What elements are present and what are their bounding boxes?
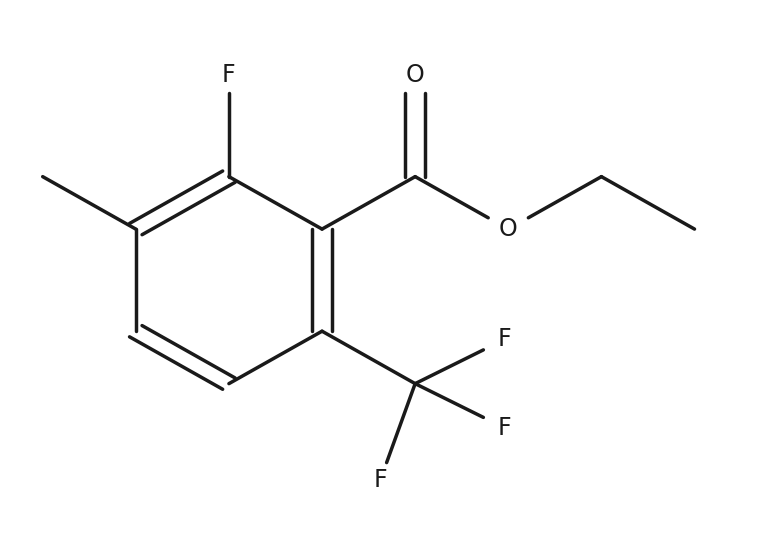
Text: F: F — [373, 468, 387, 492]
Text: O: O — [499, 217, 518, 241]
Text: F: F — [497, 416, 511, 440]
Text: O: O — [406, 62, 424, 87]
Text: F: F — [497, 327, 511, 352]
Text: F: F — [222, 62, 236, 87]
